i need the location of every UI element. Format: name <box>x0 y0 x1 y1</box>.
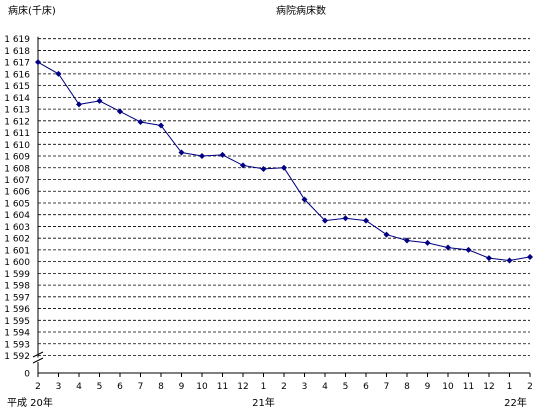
y-tick-label: 1 596 <box>4 305 30 315</box>
data-point <box>527 253 533 260</box>
data-point <box>404 237 410 244</box>
y-tick-label: 1 598 <box>4 282 30 292</box>
x-tick-label: 4 <box>76 382 82 392</box>
data-point <box>383 231 390 238</box>
data-point <box>96 97 103 104</box>
data-point <box>117 108 123 115</box>
year-label: 21年 <box>252 396 275 408</box>
x-tick-label: 10 <box>442 382 454 392</box>
data-point <box>506 257 513 264</box>
x-tick-label: 11 <box>463 382 474 392</box>
x-tick-label: 2 <box>281 382 287 392</box>
y-tick-label: 1 609 <box>4 153 30 163</box>
x-tick-label: 12 <box>483 382 494 392</box>
y-tick-label: 1 608 <box>4 164 30 174</box>
x-tick-labels: 2 3 4 5 6 7 8 9 10 11 12 1 2 3 4 5 6 7 8 9 10 11 12 1 2 <box>35 382 533 392</box>
x-tick-label: 9 <box>179 382 185 392</box>
data-point <box>486 255 492 262</box>
x-tick-label: 10 <box>196 382 208 392</box>
y-tick-label: 1 604 <box>4 211 30 221</box>
year-label: 22年 <box>504 396 527 408</box>
x-tick-label: 3 <box>302 382 308 392</box>
data-point <box>55 70 62 77</box>
x-tick-label: 11 <box>217 382 228 392</box>
grid-lines <box>38 38 530 356</box>
y-tick-label: 1 595 <box>4 317 30 327</box>
data-point <box>137 119 144 126</box>
y-tick-label: 1 610 <box>4 141 30 151</box>
data-point <box>281 164 287 171</box>
data-point <box>178 149 185 156</box>
year-labels: 平成 20年 21年 22年 <box>7 396 527 408</box>
y-tick-label: 1 601 <box>4 246 30 256</box>
y-tick-label: 1 603 <box>4 223 30 233</box>
data-point <box>199 153 205 160</box>
data-point <box>301 196 308 203</box>
y-tick-label: 1 593 <box>4 340 30 350</box>
y-tick-label: 1 605 <box>4 199 30 209</box>
x-tick-label: 8 <box>158 382 164 392</box>
data-point <box>322 217 328 224</box>
y-tick-label: 1 617 <box>4 59 30 69</box>
y-tick-label: 1 597 <box>4 293 30 303</box>
axis-break-mark <box>32 351 44 364</box>
x-tick-label: 8 <box>404 382 410 392</box>
x-tick-label: 6 <box>117 382 123 392</box>
x-tick-label: 5 <box>343 382 349 392</box>
data-point <box>219 151 226 158</box>
chart-title: 病院病床数 <box>276 4 326 17</box>
axes <box>32 36 531 377</box>
y-tick-label: 1 607 <box>4 176 30 186</box>
data-point <box>76 101 82 108</box>
x-tick-label: 1 <box>261 382 267 392</box>
x-tick-label: 7 <box>384 382 390 392</box>
x-tick-label: 4 <box>322 382 328 392</box>
x-tick-label: 12 <box>237 382 248 392</box>
data-point <box>342 215 349 222</box>
y-tick-label: 1 606 <box>4 188 30 198</box>
data-point <box>158 122 164 129</box>
data-point <box>35 59 41 66</box>
y-tick-label: 1 600 <box>4 258 30 268</box>
x-tick-label: 6 <box>363 382 369 392</box>
data-point <box>363 217 369 224</box>
y-tick-label: 1 618 <box>4 47 30 57</box>
series-group <box>35 59 533 264</box>
y-tick-label: 1 612 <box>4 117 30 127</box>
y-tick-label: 1 592 <box>4 352 30 362</box>
y-tick-label: 1 619 <box>4 35 30 45</box>
x-tick-label: 3 <box>56 382 62 392</box>
y-tick-label: 1 613 <box>4 106 30 116</box>
data-point <box>260 165 267 172</box>
data-point <box>240 162 246 169</box>
x-tick-label: 7 <box>138 382 144 392</box>
x-tick-label: 1 <box>507 382 513 392</box>
y-tick-label: 1 616 <box>4 70 30 80</box>
data-point <box>445 244 451 251</box>
y-tick-label: 1 594 <box>4 329 30 339</box>
y-tick-label: 1 615 <box>4 82 30 92</box>
y-zero-label: 0 <box>24 370 30 380</box>
y-axis-label: 病床(千床) <box>8 4 56 17</box>
x-tick-label: 2 <box>35 382 41 392</box>
y-tick-label: 1 614 <box>4 94 30 104</box>
data-point <box>424 239 431 246</box>
x-tick-label: 9 <box>425 382 431 392</box>
x-tick-label: 5 <box>97 382 103 392</box>
data-point <box>465 246 472 253</box>
y-tick-label: 1 611 <box>4 129 30 139</box>
y-tick-label: 1 599 <box>4 270 30 280</box>
x-tick-label: 2 <box>527 382 533 392</box>
y-tick-label: 1 602 <box>4 235 30 245</box>
year-label: 平成 20年 <box>7 396 53 408</box>
series-line <box>37 61 531 262</box>
